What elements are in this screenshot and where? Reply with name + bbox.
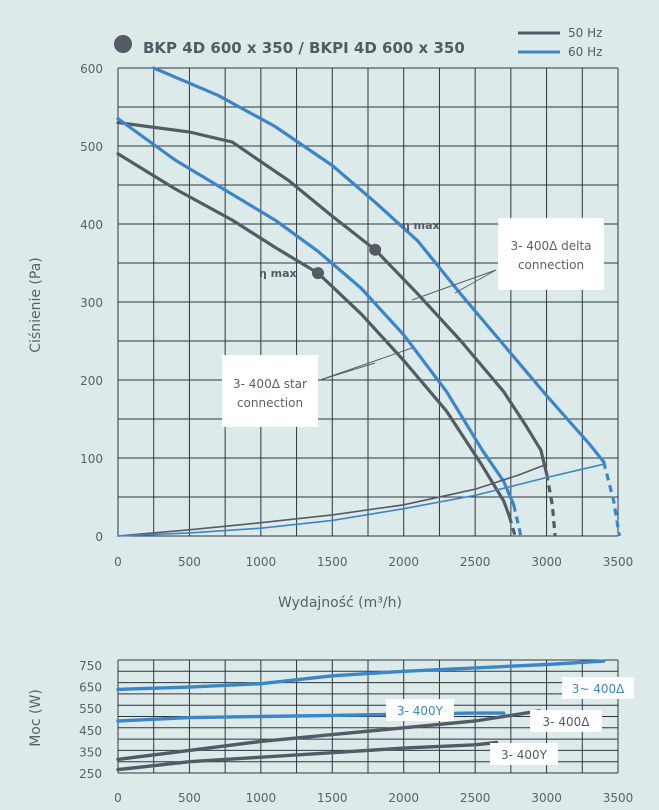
y-tick-label: 450 [79, 724, 102, 738]
delta-annotation-line: 3- 400Δ delta [510, 239, 591, 253]
pressure-curve-tail [512, 504, 523, 537]
pressure-curve-tail [545, 473, 557, 537]
x-tick-label: 2500 [460, 555, 491, 569]
power-label-box [490, 743, 558, 765]
star-annotation-leader [319, 347, 413, 381]
x-tick-label: 2000 [388, 791, 419, 805]
star-annotation-leader [319, 362, 376, 381]
y-tick-label: 750 [79, 659, 102, 673]
pressure-y-ticks: 0 100 200 300 400 500 600 [80, 62, 103, 544]
power-curve-line [116, 659, 606, 692]
delta-annotation-box [498, 218, 604, 290]
pressure-chart: 0 100 200 300 400 500 600 0 500 1000 150… [28, 62, 633, 611]
y-tick-label: 300 [80, 296, 103, 310]
x-tick-label: 0 [114, 791, 122, 805]
pressure-curve-line [116, 117, 516, 507]
y-tick-label: 500 [80, 140, 103, 154]
power-curve-line [116, 740, 499, 772]
x-tick-label: 0 [114, 555, 122, 569]
power-label-box [386, 699, 454, 721]
legend-label-50hz: 50 Hz [568, 26, 602, 40]
pressure-curve-tail [507, 516, 517, 537]
x-tick-label: 3500 [603, 791, 634, 805]
star-annotation-box [222, 355, 318, 427]
power-y-axis-label: Moc (W) [28, 689, 44, 747]
x-tick-label: 3000 [531, 791, 562, 805]
star-annotation-line: 3- 400Δ star [233, 377, 307, 391]
x-tick-label: 500 [178, 791, 201, 805]
power-x-ticks: 0 500 1000 1500 2000 2500 3000 3500 [114, 791, 633, 805]
power-label: 3- 400Y [397, 704, 444, 718]
pressure-curve-line [116, 121, 549, 476]
eta-max-marker [312, 267, 324, 280]
pressure-series [116, 66, 621, 537]
eta-max-label: η max [402, 219, 440, 232]
eta-max-marker [369, 243, 382, 256]
x-tick-label: 500 [178, 555, 201, 569]
pressure-x-ticks: 0 500 1000 1500 2000 2500 3000 3500 [114, 555, 633, 569]
y-tick-label: 600 [80, 62, 103, 76]
x-tick-label: 3000 [531, 555, 562, 569]
y-axis-label: Ciśnienie (Pa) [28, 257, 44, 352]
power-chart: 250 350 450 550 650 750 0 500 1000 1500 … [28, 659, 634, 805]
x-tick-label: 2500 [460, 791, 491, 805]
y-tick-label: 350 [79, 745, 102, 759]
x-axis-label: Wydajność (m³/h) [278, 595, 402, 611]
pressure-curve-line [116, 152, 511, 519]
y-tick-label: 400 [80, 218, 103, 232]
power-label: 3~ 400Δ [572, 682, 625, 696]
pressure-curve-tail [602, 461, 621, 537]
y-tick-label: 550 [79, 702, 102, 716]
delta-annotation-line: connection [518, 258, 584, 272]
y-tick-label: 0 [95, 530, 103, 544]
y-tick-label: 650 [79, 681, 102, 695]
chart-title: BKP 4D 600 x 350 / BKPI 4D 600 x 350 [143, 39, 465, 57]
legend: 50 Hz 60 Hz [518, 26, 602, 59]
pressure-curve-line [152, 66, 606, 464]
x-tick-label: 1000 [246, 791, 277, 805]
y-tick-label: 100 [80, 452, 103, 466]
power-curve-line [116, 711, 506, 723]
legend-label-60hz: 60 Hz [568, 45, 602, 59]
y-tick-label: 200 [80, 374, 103, 388]
power-label-box [530, 710, 602, 732]
system-curve-line [117, 463, 605, 537]
power-label: 3- 400Δ [543, 715, 591, 729]
delta-annotation-leader [454, 269, 497, 294]
y-tick-label: 250 [79, 767, 102, 781]
power-label: 3- 400Y [501, 748, 548, 762]
delta-annotation-leader [411, 269, 497, 301]
power-curve-line [116, 709, 542, 762]
power-series [116, 659, 606, 772]
title-bullet [114, 35, 132, 53]
x-tick-label: 1500 [317, 555, 348, 569]
eta-max-label: η max [259, 267, 297, 280]
star-annotation-line: connection [237, 396, 303, 410]
x-tick-label: 1000 [246, 555, 277, 569]
x-tick-label: 3500 [603, 555, 634, 569]
power-label-box [562, 677, 634, 699]
x-tick-label: 2000 [388, 555, 419, 569]
system-curve-line [117, 463, 548, 537]
power-y-ticks: 250 350 450 550 650 750 [79, 659, 102, 781]
x-tick-label: 1500 [317, 791, 348, 805]
pressure-grid [117, 67, 619, 537]
